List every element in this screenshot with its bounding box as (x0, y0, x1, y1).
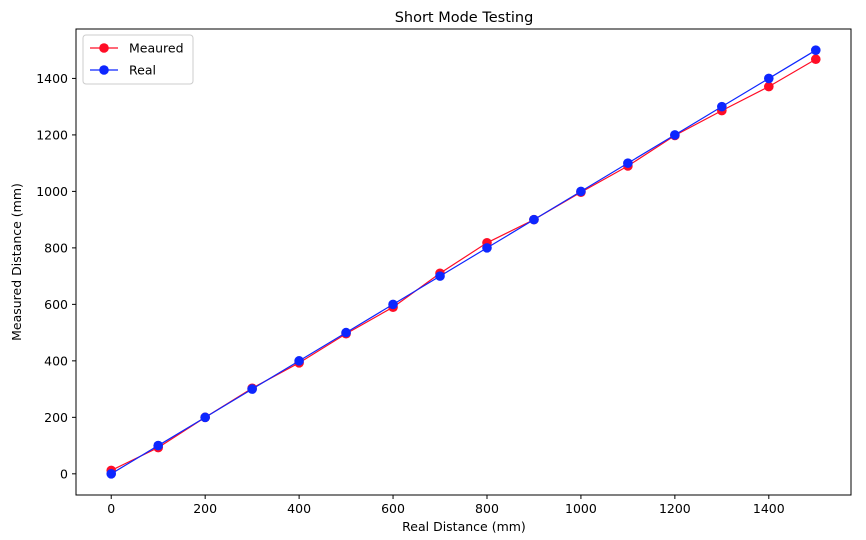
data-point-real (106, 469, 117, 479)
data-point-real (576, 186, 586, 197)
x-tick-label: 600 (381, 501, 405, 516)
legend-item-real: Real (90, 63, 156, 78)
y-tick-label: 0 (60, 466, 68, 481)
data-point-real (435, 271, 445, 281)
y-tick-label: 1200 (36, 127, 68, 142)
y-tick-label: 400 (44, 353, 68, 368)
data-point-real (247, 384, 257, 394)
series-real (106, 45, 821, 479)
data-point-real (717, 101, 727, 112)
series-line-real (110, 49, 817, 475)
x-tick-label: 1200 (659, 501, 691, 516)
y-axis: 0 200 400 600 800 1000 1200 1400 (36, 71, 76, 481)
data-point-real (810, 45, 821, 55)
x-tick-label: 400 (287, 501, 311, 516)
data-point-real (529, 214, 539, 225)
legend-label: Real (129, 63, 156, 78)
data-point-real (670, 130, 680, 140)
x-tick-label: 1000 (565, 501, 597, 516)
data-point-real (388, 299, 398, 310)
series-layer (106, 45, 821, 479)
legend-item-meaured: Meaured (90, 41, 184, 56)
series-line-meaured (110, 58, 817, 471)
x-tick-label: 1400 (753, 501, 785, 516)
x-tick-label: 200 (193, 501, 217, 516)
y-tick-label: 1400 (36, 71, 68, 86)
y-axis-label: Measured Distance (mm) (9, 183, 24, 341)
data-point-real (623, 158, 633, 168)
x-tick-label: 800 (475, 501, 499, 516)
data-point-real (341, 327, 351, 338)
legend-swatch-marker (99, 43, 109, 53)
data-point-real (294, 356, 304, 366)
y-tick-label: 200 (44, 410, 68, 425)
legend-frame (82, 34, 194, 85)
data-point-meaured (810, 54, 821, 65)
x-axis-label: Real Distance (mm) (402, 519, 526, 534)
y-tick-label: 800 (44, 240, 68, 255)
plot-frame (75, 28, 852, 496)
chart-title: Short Mode Testing (395, 10, 534, 26)
x-tick-label: 0 (107, 501, 115, 516)
legend-swatch-marker (99, 65, 109, 75)
data-point-real (153, 440, 163, 451)
data-point-real (200, 412, 210, 423)
y-tick-label: 1000 (36, 184, 68, 199)
y-tick-label: 600 (44, 297, 68, 312)
x-axis: 0 200 400 600 800 1000 1200 1400 (107, 495, 785, 516)
plot-area: 0 200 400 600 800 1000 1200 1400 0 200 400 600 800 1… (36, 28, 852, 516)
legend-label: Meaured (129, 41, 184, 56)
legend: Meaured Real (82, 34, 194, 85)
data-point-meaured (764, 81, 774, 92)
data-point-real (764, 73, 774, 84)
data-point-real (482, 243, 492, 253)
